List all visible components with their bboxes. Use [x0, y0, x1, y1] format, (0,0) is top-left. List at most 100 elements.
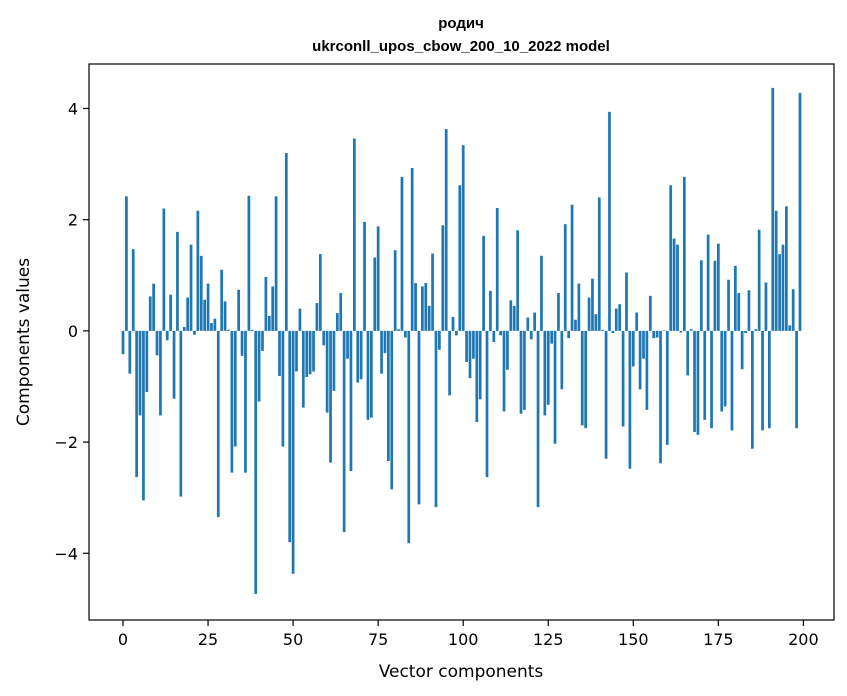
bar [751, 330, 754, 449]
bar [281, 330, 285, 447]
bar [400, 176, 404, 331]
bar [472, 330, 475, 359]
bar [216, 330, 220, 518]
bar [142, 330, 145, 501]
bar [659, 330, 662, 464]
bar [795, 330, 798, 429]
y-tick-label: −2 [54, 433, 78, 452]
bar [458, 185, 462, 331]
bar [305, 330, 309, 378]
bar [335, 313, 339, 331]
bar [182, 326, 186, 331]
bar [774, 210, 778, 331]
bar [485, 330, 489, 478]
bar [781, 244, 785, 331]
y-tick-label: 0 [68, 322, 78, 341]
bar [744, 330, 747, 334]
bar [689, 329, 693, 331]
bar [465, 330, 468, 363]
bar [162, 208, 166, 331]
bar [135, 330, 138, 478]
bar [363, 221, 366, 331]
bar [193, 330, 196, 335]
bar [444, 129, 448, 331]
bar [475, 330, 479, 423]
bar [390, 330, 394, 490]
bar [628, 330, 632, 469]
bar [699, 260, 703, 331]
bar [295, 330, 298, 372]
bar [669, 185, 673, 331]
bar [278, 330, 281, 376]
bar [567, 330, 571, 339]
bar [754, 329, 758, 331]
x-tick-label: 175 [703, 630, 734, 649]
bar [233, 330, 237, 447]
bar [591, 278, 594, 331]
bar [506, 330, 509, 370]
bar [148, 296, 152, 331]
x-tick-label: 25 [198, 630, 218, 649]
bar [397, 329, 400, 331]
bar [179, 330, 183, 497]
bar [604, 330, 608, 459]
bar [128, 330, 132, 374]
bar [383, 330, 387, 354]
bar [145, 330, 149, 393]
y-tick-label: −4 [54, 544, 78, 563]
bar [121, 330, 125, 355]
bar [495, 208, 499, 331]
bar-series [121, 87, 802, 594]
bar [308, 330, 312, 375]
bar [250, 329, 254, 331]
x-axis-ticks: 0 25 50 75 100 125 150 175 200 [118, 620, 819, 649]
bar [492, 330, 496, 342]
bar [665, 330, 669, 445]
bar [322, 330, 326, 346]
bar [778, 254, 781, 331]
bar [570, 204, 574, 331]
x-tick-label: 50 [283, 630, 303, 649]
bar [580, 330, 584, 426]
x-tick-label: 150 [618, 630, 649, 649]
bar [220, 269, 224, 331]
bar [152, 283, 155, 331]
y-tick-label: 2 [68, 211, 78, 230]
bar [771, 87, 775, 331]
bar [451, 316, 455, 331]
bar [203, 299, 207, 331]
bar [410, 167, 414, 331]
bar [424, 283, 428, 331]
bar [764, 282, 768, 331]
bar [594, 314, 598, 331]
bar [648, 295, 652, 331]
bar [798, 92, 802, 331]
bar [438, 330, 441, 350]
bar [682, 176, 686, 331]
bar [550, 330, 554, 344]
bar [523, 330, 526, 410]
bar [155, 330, 159, 356]
bar [393, 250, 397, 331]
bar [638, 330, 642, 390]
bar [621, 330, 625, 427]
bar [516, 230, 519, 331]
bar [318, 254, 322, 331]
bar [254, 330, 258, 594]
bar [720, 330, 724, 412]
bar [631, 330, 635, 367]
x-tick-label: 75 [368, 630, 388, 649]
bar [352, 138, 356, 331]
bar [737, 293, 741, 331]
bar [563, 224, 567, 331]
bar [584, 330, 588, 429]
bar [512, 305, 516, 331]
bar [199, 255, 203, 331]
bar [587, 297, 591, 331]
x-tick-label: 125 [533, 630, 564, 649]
bar [404, 330, 407, 338]
bar [206, 283, 210, 331]
bar [645, 330, 649, 410]
plot-frame [88, 63, 835, 621]
bar [138, 330, 142, 416]
